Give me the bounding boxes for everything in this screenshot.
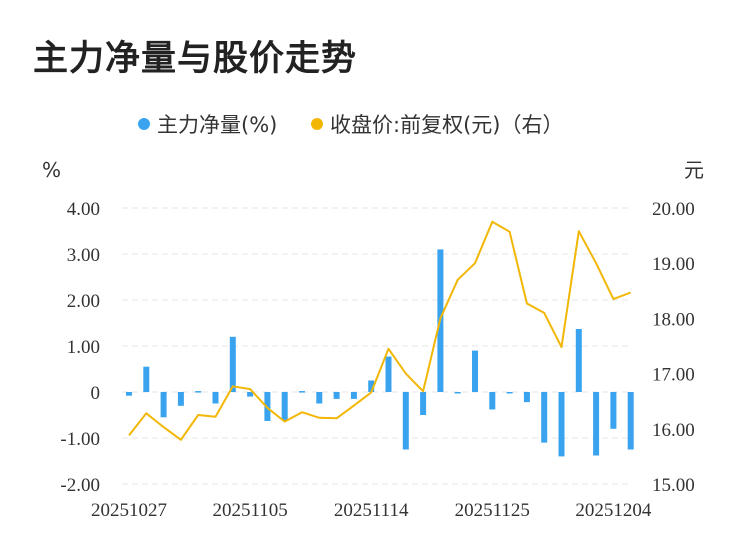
left-tick-label: 1.00 <box>67 337 100 358</box>
bar <box>506 392 513 394</box>
right-axis-unit: 元 <box>684 158 704 182</box>
bar <box>229 336 236 392</box>
right-tick-label: 18.00 <box>652 309 695 330</box>
x-axis-ticks: 20251027 20251105 20251114 20251125 20251204 <box>91 500 652 521</box>
bar <box>316 392 323 404</box>
x-tick-label: 20251027 <box>91 500 167 521</box>
right-tick-label: 19.00 <box>652 254 695 275</box>
bar <box>523 392 530 403</box>
legend-marker-main-net <box>138 118 150 130</box>
bar <box>281 392 288 421</box>
bar <box>350 392 357 399</box>
bar <box>195 391 202 393</box>
price-line <box>128 220 632 441</box>
bar <box>333 392 340 399</box>
bar <box>420 392 427 415</box>
x-tick-label: 20251204 <box>575 500 652 521</box>
left-axis-ticks: 4.00 3.00 2.00 1.00 0 -1.00 -2.00 <box>60 199 100 496</box>
bar <box>247 392 254 397</box>
right-tick-label: 16.00 <box>652 420 695 441</box>
bar <box>472 350 478 392</box>
bar <box>160 392 167 418</box>
bar <box>593 392 600 456</box>
left-tick-label: 4.00 <box>67 199 100 220</box>
legend: 主力净量(%) 收盘价:前复权(元)（右） <box>138 113 563 137</box>
left-tick-label: 0 <box>91 383 101 404</box>
right-axis-ticks: 20.00 19.00 18.00 17.00 16.00 15.00 <box>652 199 695 496</box>
bar <box>575 328 582 392</box>
bar <box>368 380 375 392</box>
left-tick-label: 3.00 <box>67 245 100 266</box>
bar <box>454 392 461 394</box>
line-series-close-price <box>128 220 632 441</box>
chart-title: 主力净量与股价走势 <box>33 39 358 79</box>
bar <box>299 391 305 393</box>
bar <box>126 392 132 396</box>
bar-series-main-net <box>126 249 634 457</box>
bar <box>212 392 219 404</box>
x-tick-label: 20251125 <box>455 500 530 521</box>
left-tick-label: -2.00 <box>60 475 100 496</box>
legend-marker-close-price <box>311 118 323 130</box>
right-tick-label: 20.00 <box>652 199 695 220</box>
left-tick-label: 2.00 <box>67 291 100 312</box>
legend-label-main-net: 主力净量(%) <box>157 113 277 137</box>
left-axis-unit: % <box>42 158 61 182</box>
bar <box>610 392 617 429</box>
right-tick-label: 15.00 <box>652 475 695 496</box>
bar <box>402 392 409 450</box>
x-tick-label: 20251114 <box>334 500 409 521</box>
bar <box>143 366 150 392</box>
legend-label-close-price: 收盘价:前复权(元)（右） <box>330 113 563 137</box>
right-tick-label: 17.00 <box>652 365 695 386</box>
x-tick-label: 20251105 <box>212 500 287 521</box>
bar <box>385 356 392 392</box>
bar <box>627 392 634 450</box>
gridlines <box>122 207 630 485</box>
bar <box>177 392 184 406</box>
left-tick-label: -1.00 <box>60 429 100 450</box>
bar <box>541 392 548 443</box>
bar <box>489 392 496 410</box>
bar <box>558 392 565 457</box>
